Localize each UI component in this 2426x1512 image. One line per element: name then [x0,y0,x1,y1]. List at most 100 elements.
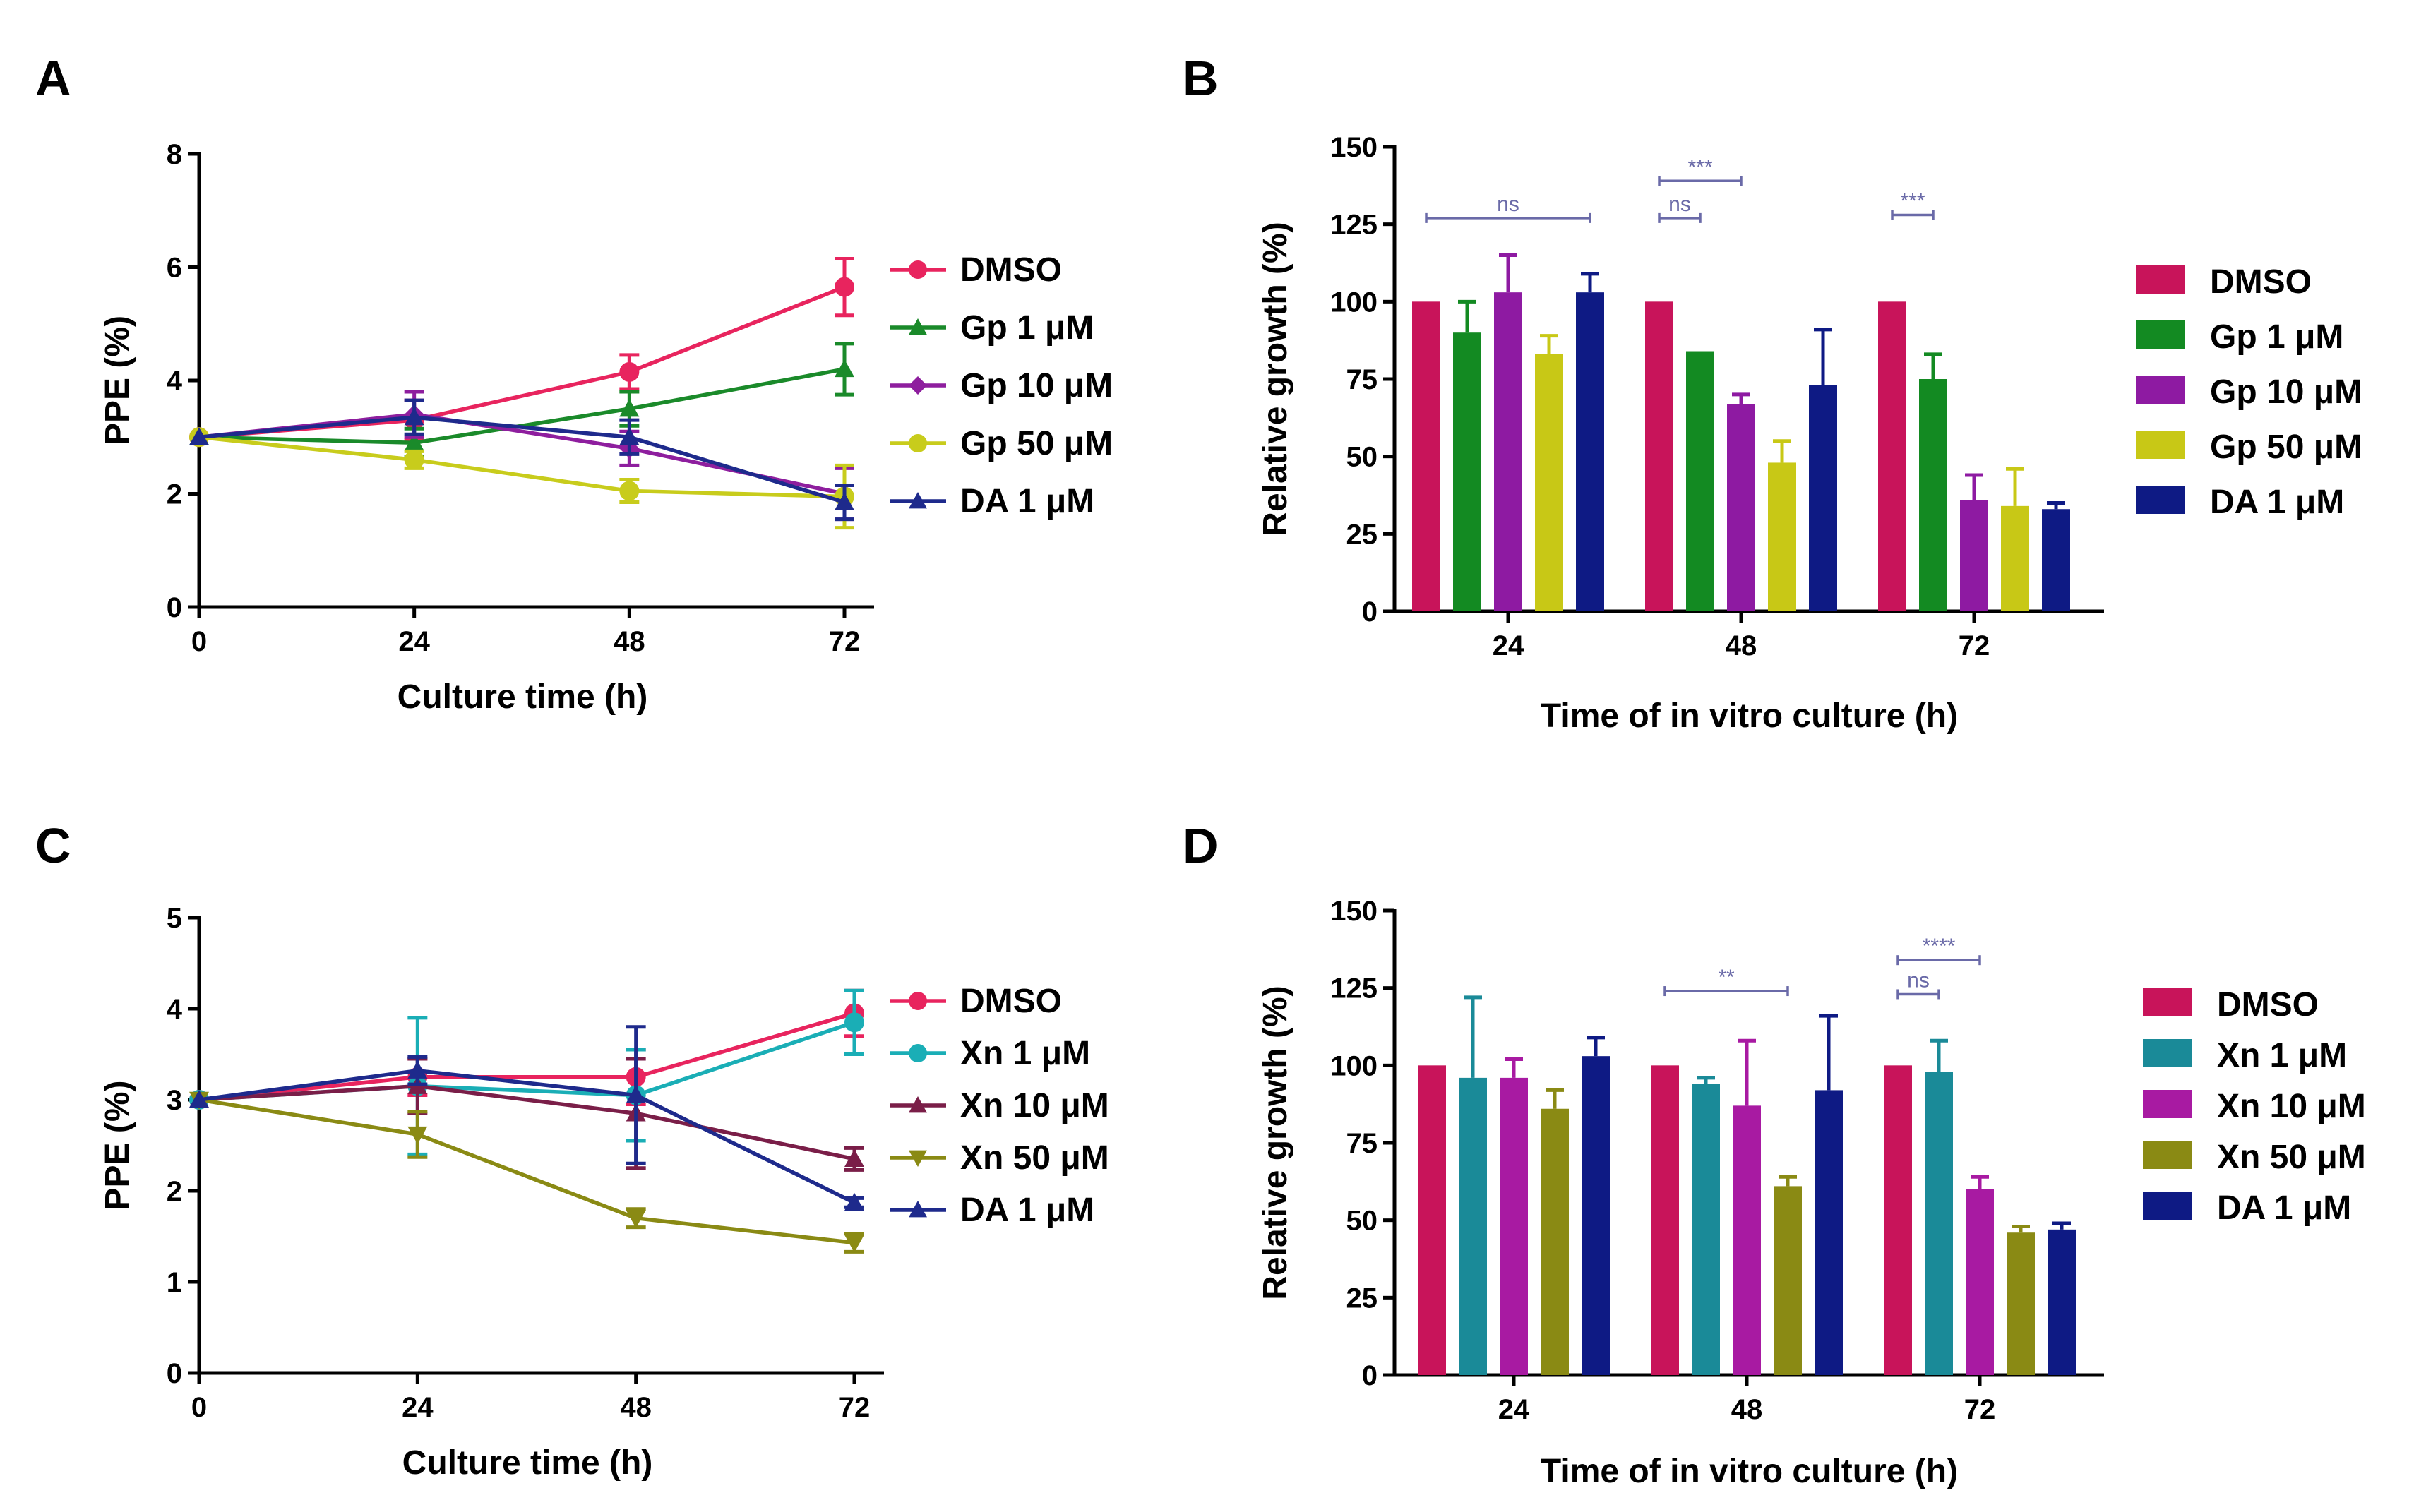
legend-marker [909,992,927,1010]
y-tick-label: 50 [1346,442,1378,473]
bar [1966,1189,1994,1375]
legend-label: Gp 10 μM [960,367,1113,404]
bar [1925,1072,1953,1375]
legend-label: DMSO [960,983,1062,1020]
bar [1809,385,1837,611]
y-tick-label: 6 [167,253,182,284]
y-tick-label: 150 [1330,132,1378,163]
data-point [835,359,854,378]
bar [1645,301,1673,611]
x-tick-label: 48 [620,1392,652,1423]
data-point [619,427,640,445]
series-line [198,1011,855,1102]
bar [1541,1108,1569,1375]
legend-marker [909,376,927,395]
bar [1459,1077,1487,1375]
legend-swatch [2143,1141,2192,1169]
y-tick-label: 75 [1346,364,1378,395]
x-tick-label: 72 [829,626,861,657]
legend-marker [909,1201,927,1218]
data-point [189,1090,209,1108]
y-tick-label: 2 [167,1176,182,1207]
bar [1692,1084,1720,1375]
x-tick-label: 24 [398,626,430,657]
panel-letter-d: D [1183,818,1219,873]
legend-marker [909,492,927,509]
y-tick-label: 150 [1330,896,1378,927]
legend-label: Xn 1 μM [2217,1037,2347,1074]
y-tick-label: 125 [1330,973,1378,1004]
legend-label: DA 1 μM [2210,484,2344,521]
legend-marker [909,1044,927,1062]
series-line [198,415,845,505]
series-line [198,1084,855,1161]
data-point [626,1085,646,1103]
data-point [626,1210,646,1228]
bar [1774,1186,1802,1375]
legend-label: Xn 1 μM [960,1035,1090,1072]
bar [1418,1065,1446,1375]
x-tick-label: 0 [191,626,207,657]
legend-label: DA 1 μM [2217,1189,2351,1227]
data-point [835,277,854,297]
y-tick-label: 0 [167,1358,182,1389]
series-line [198,435,845,499]
data-point [619,361,640,382]
legend-marker [909,260,927,279]
x-tick-label: 0 [191,1392,207,1423]
series-line [198,1098,855,1245]
y-tick-label: 0 [1362,1360,1378,1391]
data-point [404,450,424,470]
legend-swatch [2136,320,2185,349]
x-axis-label: Culture time (h) [398,678,648,716]
x-tick-label: 24 [1493,630,1524,661]
bar [1733,1105,1761,1375]
x-tick-label: 72 [1959,630,1990,661]
legend-label: DMSO [2217,986,2319,1024]
bar [1535,354,1563,611]
panel-letter-b: B [1183,51,1219,106]
legend-swatch [2136,486,2185,514]
bar [1582,1056,1610,1375]
significance-label: ns [1907,968,1930,992]
y-tick-label: 0 [1362,596,1378,628]
bar [1727,404,1755,611]
data-point [404,407,424,426]
data-point [844,1012,864,1033]
panel-letter-a: A [35,51,71,106]
bar [2007,1232,2035,1375]
y-tick-label: 8 [167,139,182,170]
legend-marker [909,434,927,452]
panel-letter-c: C [35,818,71,873]
bar [1919,379,1947,611]
legend-label: Xn 50 μM [2217,1139,2366,1176]
bar [1412,301,1440,611]
legend-swatch [2143,1192,2192,1220]
x-tick-label: 48 [1731,1394,1763,1425]
series-line [198,285,846,439]
x-tick-label: 48 [614,626,645,657]
legend-swatch [2143,988,2192,1016]
y-tick-label: 25 [1346,1283,1378,1314]
legend-marker [909,1096,927,1113]
y-tick-label: 4 [167,994,183,1025]
significance-label: ** [1718,966,1735,989]
x-axis-label: Time of in vitro culture (h) [1541,1453,1958,1490]
x-tick-label: 72 [839,1392,871,1423]
bar [1576,292,1604,611]
legend-label: DA 1 μM [960,1192,1094,1229]
bar [2001,505,2029,611]
x-tick-label: 24 [1498,1394,1530,1425]
significance-label: **** [1923,935,1956,958]
data-point [404,433,424,451]
y-tick-label: 2 [167,479,182,510]
y-axis-label: Relative growth (%) [1257,222,1294,536]
y-tick-label: 4 [167,366,183,397]
legend-label: Xn 10 μM [2217,1088,2366,1125]
data-point [407,1060,428,1079]
y-tick-label: 3 [167,1085,182,1116]
bar [1453,332,1481,611]
series-line [198,1068,856,1205]
x-tick-label: 48 [1726,630,1757,661]
